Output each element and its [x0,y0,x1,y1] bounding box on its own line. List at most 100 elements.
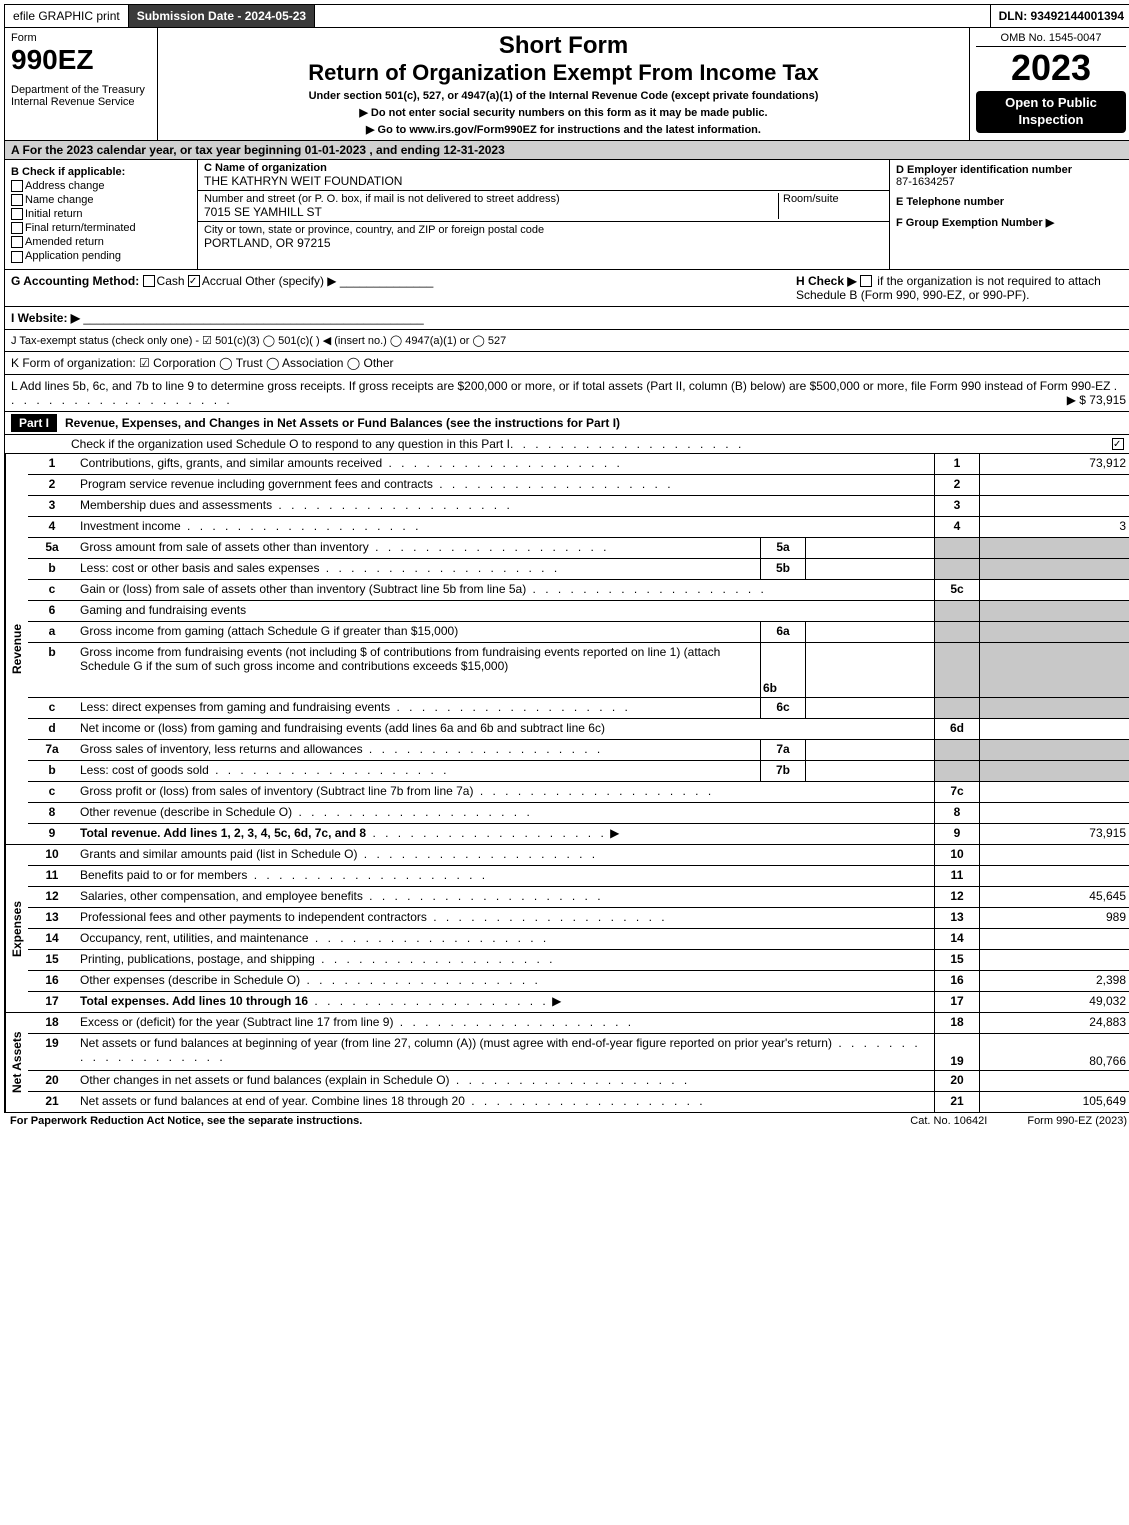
l6d-num: d [28,719,76,739]
l16-col: 16 [934,971,979,991]
line-2: 2 Program service revenue including gove… [28,475,1129,496]
l-amount: ▶ $ 73,915 [1067,393,1126,407]
l5a-sub: 5a [760,538,805,558]
l5b-sub: 5b [760,559,805,579]
l5c-desc: Gain or (loss) from sale of assets other… [76,580,934,600]
l2-val [979,475,1129,495]
page-footer: For Paperwork Reduction Act Notice, see … [4,1113,1129,1129]
l18-val: 24,883 [979,1013,1129,1033]
l13-num: 13 [28,908,76,928]
l21-col: 21 [934,1092,979,1112]
l3-col: 3 [934,496,979,516]
opt-initial-return-label: Initial return [25,208,82,220]
line-6d: d Net income or (loss) from gaming and f… [28,719,1129,740]
g-cash-check[interactable] [143,275,155,287]
l12-val: 45,645 [979,887,1129,907]
line-13: 13 Professional fees and other payments … [28,908,1129,929]
line-7c: c Gross profit or (loss) from sales of i… [28,782,1129,803]
h-check[interactable] [860,275,872,287]
l7a-sub: 7a [760,740,805,760]
l8-num: 8 [28,803,76,823]
l7b-sub: 7b [760,761,805,781]
l1-desc: Contributions, gifts, grants, and simila… [76,454,934,474]
section-b: B Check if applicable: Address change Na… [5,160,198,269]
l20-col: 20 [934,1071,979,1091]
l6c-desc: Less: direct expenses from gaming and fu… [76,698,760,718]
footer-mid: Cat. No. 10642I [910,1115,987,1127]
opt-address-change[interactable]: Address change [11,180,191,192]
phone-label: E Telephone number [896,196,1126,208]
line-7a: 7a Gross sales of inventory, less return… [28,740,1129,761]
l7a-val-shade [979,740,1129,760]
irs-label: Internal Revenue Service [11,96,151,108]
l6b-subval [805,643,934,697]
g-label: G Accounting Method: [11,274,139,288]
l7a-col-shade [934,740,979,760]
l18-desc: Excess or (deficit) for the year (Subtra… [76,1013,934,1033]
opt-name-change[interactable]: Name change [11,194,191,206]
l15-val [979,950,1129,970]
section-c: C Name of organization THE KATHRYN WEIT … [198,160,890,269]
g-other-label: Other (specify) ▶ [245,274,336,288]
l5b-val-shade [979,559,1129,579]
l6c-num: c [28,698,76,718]
l19-num: 19 [28,1034,76,1070]
opt-application-pending[interactable]: Application pending [11,250,191,262]
line-3: 3 Membership dues and assessments 3 [28,496,1129,517]
expenses-side-label: Expenses [5,845,28,1012]
note-ssn: ▶ Do not enter social security numbers o… [164,106,963,119]
l7a-num: 7a [28,740,76,760]
l7c-val [979,782,1129,802]
l7b-col-shade [934,761,979,781]
efile-label[interactable]: efile GRAPHIC print [5,5,129,27]
l19-desc: Net assets or fund balances at beginning… [76,1034,934,1070]
l2-num: 2 [28,475,76,495]
l6d-col: 6d [934,719,979,739]
opt-initial-return[interactable]: Initial return [11,208,191,220]
line-5a: 5a Gross amount from sale of assets othe… [28,538,1129,559]
l6-desc: Gaming and fundraising events [76,601,934,621]
l4-num: 4 [28,517,76,537]
l6a-desc: Gross income from gaming (attach Schedul… [76,622,760,642]
return-title: Return of Organization Exempt From Incom… [164,60,963,86]
l5c-num: c [28,580,76,600]
section-k: K Form of organization: ☑ Corporation ◯ … [4,352,1129,375]
section-g: G Accounting Method: Cash Accrual Other … [11,274,796,302]
l16-desc: Other expenses (describe in Schedule O) [76,971,934,991]
line-5c: c Gain or (loss) from sale of assets oth… [28,580,1129,601]
l6a-subval [805,622,934,642]
part1-title: Revenue, Expenses, and Changes in Net As… [65,416,620,430]
opt-amended-label: Amended return [25,236,104,248]
l4-val: 3 [979,517,1129,537]
l1-col: 1 [934,454,979,474]
line-1: 1 Contributions, gifts, grants, and simi… [28,454,1129,475]
l5a-desc: Gross amount from sale of assets other t… [76,538,760,558]
inspection-box: Open to Public Inspection [976,91,1126,133]
l7b-val-shade [979,761,1129,781]
dept-label: Department of the Treasury [11,84,151,96]
l17-col: 17 [934,992,979,1012]
l9-desc: Total revenue. Add lines 1, 2, 3, 4, 5c,… [76,824,934,844]
l7a-subval [805,740,934,760]
line-17: 17 Total expenses. Add lines 10 through … [28,992,1129,1012]
netassets-table: Net Assets 18 Excess or (deficit) for th… [4,1013,1129,1113]
l12-col: 12 [934,887,979,907]
g-accrual-check[interactable] [188,275,200,287]
section-a: A For the 2023 calendar year, or tax yea… [4,141,1129,160]
l2-desc: Program service revenue including govern… [76,475,934,495]
l6c-subval [805,698,934,718]
l7c-num: c [28,782,76,802]
l11-val [979,866,1129,886]
opt-amended[interactable]: Amended return [11,236,191,248]
l14-val [979,929,1129,949]
line-4: 4 Investment income 4 3 [28,517,1129,538]
l10-col: 10 [934,845,979,865]
submission-date: Submission Date - 2024-05-23 [129,5,315,27]
part1-checkbox[interactable] [1112,438,1124,450]
opt-final-return[interactable]: Final return/terminated [11,222,191,234]
l9-val: 73,915 [979,824,1129,844]
l8-col: 8 [934,803,979,823]
line-6b: b Gross income from fundraising events (… [28,643,1129,698]
l18-col: 18 [934,1013,979,1033]
room-label: Room/suite [778,193,883,219]
